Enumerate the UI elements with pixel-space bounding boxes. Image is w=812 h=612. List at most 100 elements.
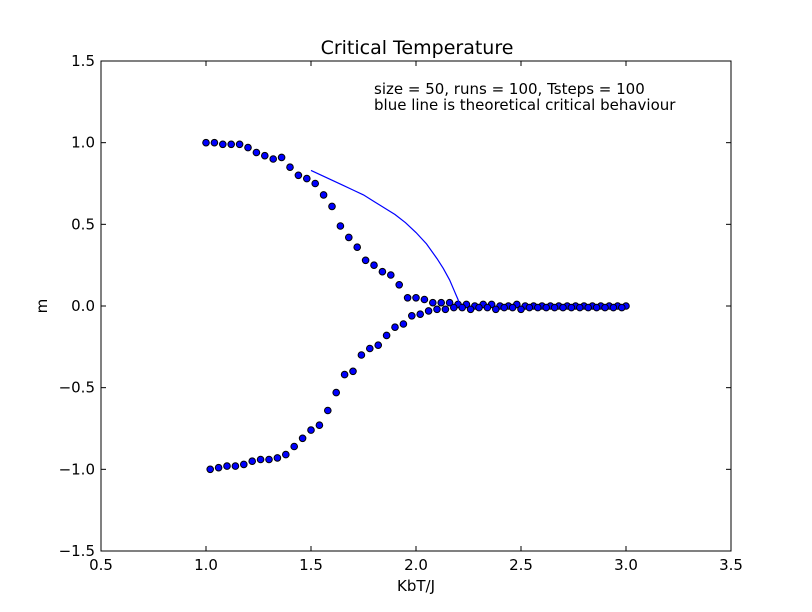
y-tick-label: 0.0: [71, 297, 95, 315]
data-point-negative: [609, 303, 618, 312]
data-point-negative: [265, 455, 273, 464]
chart-title: Critical Temperature: [321, 37, 514, 59]
data-point-positive: [269, 155, 278, 163]
data-point-negative: [298, 434, 307, 443]
data-point-negative: [357, 351, 366, 359]
data-point-positive: [244, 143, 252, 152]
data-point-negative: [483, 303, 492, 312]
data-point-positive: [403, 294, 412, 302]
data-point-negative: [441, 305, 450, 314]
data-point-negative: [450, 303, 458, 312]
x-axis-label: KbT/J: [397, 577, 435, 595]
data-point-negative: [340, 370, 349, 379]
data-point-positive: [378, 267, 387, 276]
data-point-positive: [445, 298, 454, 307]
theoretical-curve-line: [310, 169, 461, 307]
data-point-negative: [206, 465, 214, 474]
data-point-negative: [332, 388, 341, 397]
data-point-negative: [424, 307, 433, 315]
data-point-positive: [370, 261, 378, 270]
y-tick-label: −1.5: [59, 542, 95, 560]
data-point-positive: [412, 294, 420, 302]
x-tick-label: 1.0: [194, 556, 218, 574]
data-point-positive: [235, 140, 244, 149]
data-point-positive: [219, 140, 227, 149]
x-tick-label: 0.5: [89, 556, 113, 574]
data-point-negative: [508, 303, 517, 312]
data-point-negative: [550, 303, 559, 312]
data-point-negative: [307, 426, 315, 434]
data-point-negative: [416, 310, 425, 319]
data-point-negative: [349, 367, 357, 376]
data-point-negative: [315, 421, 324, 430]
data-point-negative: [584, 303, 593, 312]
x-tick-label: 1.5: [299, 556, 323, 574]
y-tick-label: 1.0: [71, 134, 95, 152]
data-point-negative: [290, 442, 299, 451]
data-point-positive: [387, 271, 395, 279]
data-point-negative: [374, 341, 383, 350]
y-tick-label: −0.5: [59, 379, 95, 397]
data-point-negative: [601, 303, 609, 312]
axis-ticks: 0.5 1.0 1.5 2.0 2.5 3.0 3.5 −1.5 −1.0 −0.5 0.0 0.5 1…: [59, 52, 743, 574]
data-point-negative: [475, 303, 483, 312]
x-tick-label: 3.5: [719, 556, 743, 574]
data-point-positive: [286, 163, 294, 171]
data-point-negative: [366, 344, 374, 353]
data-point-positive: [429, 298, 437, 307]
data-point-negative: [466, 305, 475, 314]
data-point-positive: [202, 138, 210, 147]
annotation-line-1: size = 50, runs = 100, Tsteps = 100: [374, 80, 645, 98]
data-point-positive: [294, 171, 303, 180]
data-point-negative: [214, 463, 223, 472]
data-point-negative: [231, 462, 240, 470]
data-point-negative: [248, 457, 256, 466]
y-tick-label: −1.0: [59, 460, 95, 478]
data-point-negative: [240, 460, 248, 469]
annotation-line-2: blue line is theoretical critical behavi…: [374, 96, 676, 114]
data-point-negative: [576, 303, 584, 312]
data-point-positive: [328, 202, 336, 211]
data-point-positive: [311, 179, 320, 188]
data-point-negative: [492, 305, 500, 314]
y-tick-label: 0.5: [71, 215, 95, 233]
data-point-negative: [408, 312, 416, 320]
data-point-positive: [319, 191, 328, 199]
data-point-negative: [559, 303, 567, 312]
data-point-positive: [437, 298, 446, 307]
data-point-positive: [261, 151, 269, 160]
data-point-negative: [592, 303, 601, 312]
data-point-positive: [336, 222, 345, 230]
data-point-negative: [273, 454, 282, 462]
data-point-negative: [517, 305, 525, 314]
data-point-positive: [227, 140, 235, 149]
data-point-negative: [500, 303, 509, 312]
y-axis-label: m: [33, 299, 51, 314]
data-point-negative: [433, 305, 441, 314]
data-point-negative: [542, 303, 551, 312]
axes-frame: [100, 60, 732, 552]
data-point-positive: [252, 148, 261, 157]
data-point-negative: [256, 455, 265, 464]
data-point-negative: [618, 303, 626, 312]
data-point-negative: [382, 331, 391, 340]
x-tick-label: 2.5: [509, 556, 533, 574]
x-tick-label: 3.0: [614, 556, 638, 574]
data-point-positive: [303, 174, 311, 183]
data-point-positive: [361, 256, 370, 265]
data-point-positive: [353, 243, 362, 251]
data-point-negative: [534, 303, 542, 312]
data-point-negative: [458, 303, 467, 312]
plot-area: [202, 138, 630, 474]
data-point-positive: [277, 153, 286, 162]
data-point-positive: [345, 233, 353, 242]
data-point-positive: [420, 295, 429, 304]
data-point-negative: [399, 320, 408, 328]
data-point-negative: [324, 406, 332, 415]
data-point-positive: [395, 281, 404, 289]
data-point-negative: [567, 303, 576, 312]
y-tick-label: 1.5: [71, 52, 95, 70]
data-point-negative: [282, 450, 290, 459]
